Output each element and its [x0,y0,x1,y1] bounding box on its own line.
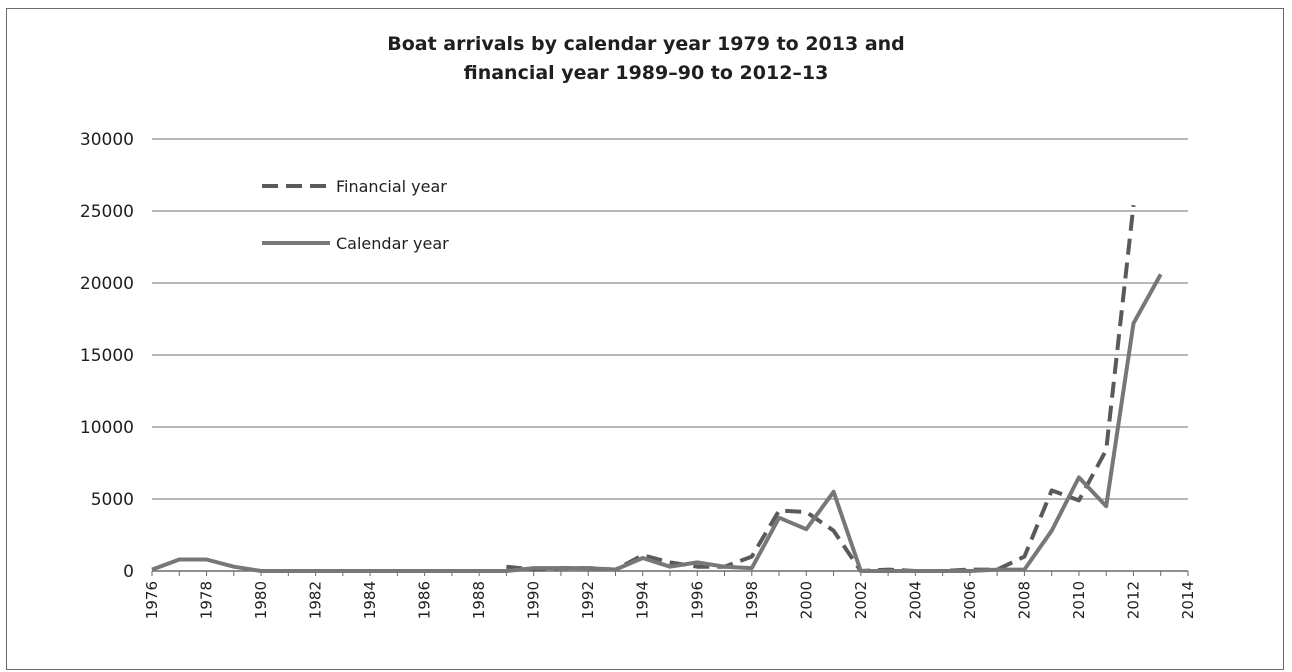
series-line-financial-year [506,204,1136,573]
x-tick-label: 1982 [307,581,325,619]
x-tick-label: 1988 [470,581,488,619]
y-axis-ticks: 0 5000 10000 15000 20000 25000 30000 [80,130,134,582]
x-tick-label: 1992 [579,581,597,619]
x-tick-label: 1984 [361,581,379,619]
x-tick-label: 2014 [1179,581,1197,619]
y-tick-label: 30000 [80,130,134,150]
series-lines [151,204,1163,573]
x-tick-label: 2004 [906,581,924,619]
y-tick-label: 5000 [91,490,134,510]
y-tick-label: 0 [123,562,134,582]
x-tick-label: 2010 [1070,581,1088,619]
legend-label-calendar-year: Calendar year [336,234,449,253]
chart-frame [6,8,1284,670]
chart-title-line-2: financial year 1989–90 to 2012–13 [463,62,829,84]
gridlines [152,138,1188,500]
x-axis: 1976 1978 1980 1982 1984 1986 1988 1990 1992 1994… [143,570,1197,619]
legend-label-financial-year: Financial year [336,177,447,196]
x-tick-label: 1998 [743,581,761,619]
x-tick-label: 2000 [797,581,815,619]
series-line-calendar-year [151,273,1163,573]
y-tick-label: 15000 [80,346,134,366]
legend: Financial year Calendar year [262,177,449,253]
chart-title-line-1: Boat arrivals by calendar year 1979 to 2… [387,33,905,55]
x-tick-label: 2002 [852,581,870,619]
x-tick-label: 2008 [1015,581,1033,619]
x-tick-label: 1996 [688,581,706,619]
chart-title: Boat arrivals by calendar year 1979 to 2… [0,30,1292,88]
x-tick-label: 1978 [198,581,216,619]
x-tick-label: 2012 [1124,581,1142,619]
y-tick-label: 10000 [80,418,134,438]
y-tick-label: 20000 [80,274,134,294]
x-tick-label: 2006 [961,581,979,619]
x-tick-label: 1994 [634,581,652,619]
x-tick-label: 1990 [525,581,543,619]
x-tick-label: 1976 [143,581,161,619]
x-tick-label: 1986 [416,581,434,619]
y-tick-label: 25000 [80,202,134,222]
x-tick-label: 1980 [252,581,270,619]
